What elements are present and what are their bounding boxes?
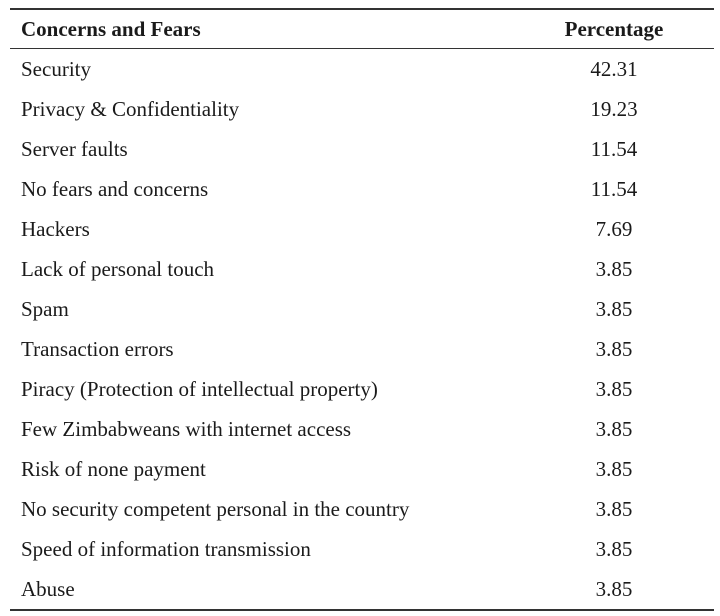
table-row: Server faults 11.54 <box>10 129 714 169</box>
header-percentage: Percentage <box>564 17 664 41</box>
percentage-cell: 3.85 <box>595 457 633 481</box>
percentage-cell: 3.85 <box>595 297 633 321</box>
concern-cell: Spam <box>21 297 69 321</box>
percentage-cell: 19.23 <box>590 97 638 121</box>
percentage-cell: 11.54 <box>590 137 638 161</box>
table-body: Security 42.31 Privacy & Confidentiality… <box>10 49 714 610</box>
table-row: Speed of information transmission 3.85 <box>10 529 714 569</box>
table-row: Spam 3.85 <box>10 289 714 329</box>
table-row: Piracy (Protection of intellectual prope… <box>10 369 714 409</box>
table-row: Privacy & Confidentiality 19.23 <box>10 89 714 129</box>
concern-cell: Server faults <box>21 137 128 161</box>
header-row: Concerns and Fears Percentage <box>10 9 714 49</box>
percentage-cell: 7.69 <box>595 217 633 241</box>
concern-cell: Transaction errors <box>21 337 174 361</box>
concern-cell: Speed of information transmission <box>21 537 311 561</box>
concern-cell: Few Zimbabweans with internet access <box>21 417 352 441</box>
concern-cell: No security competent personal in the co… <box>21 497 410 521</box>
concern-cell: Piracy (Protection of intellectual prope… <box>21 377 378 401</box>
table-row: No fears and concerns 11.54 <box>10 169 714 209</box>
table-row: Lack of personal touch 3.85 <box>10 249 714 289</box>
concern-cell: Security <box>21 57 91 81</box>
table-row: Hackers 7.69 <box>10 209 714 249</box>
percentage-cell: 3.85 <box>595 577 633 601</box>
percentage-cell: 3.85 <box>595 337 633 361</box>
concern-cell: No fears and concerns <box>21 177 209 201</box>
table-row: Transaction errors 3.85 <box>10 329 714 369</box>
table-header: Concerns and Fears Percentage <box>10 9 714 49</box>
concern-cell: Risk of none payment <box>21 457 206 481</box>
table-row: Security 42.31 <box>10 49 714 90</box>
percentage-cell: 3.85 <box>595 497 633 521</box>
percentage-cell: 11.54 <box>590 177 638 201</box>
concern-cell: Privacy & Confidentiality <box>21 97 240 121</box>
percentage-cell: 3.85 <box>595 537 633 561</box>
table-row: Abuse 3.85 <box>10 569 714 610</box>
percentage-cell: 3.85 <box>595 257 633 281</box>
concerns-table: Concerns and Fears Percentage Security 4… <box>10 8 714 611</box>
concerns-table-container: Concerns and Fears Percentage Security 4… <box>10 8 714 611</box>
table-row: No security competent personal in the co… <box>10 489 714 529</box>
header-concerns: Concerns and Fears <box>21 17 201 41</box>
percentage-cell: 42.31 <box>590 57 638 81</box>
percentage-cell: 3.85 <box>595 417 633 441</box>
concern-cell: Abuse <box>21 577 75 601</box>
percentage-cell: 3.85 <box>595 377 633 401</box>
concern-cell: Hackers <box>21 217 90 241</box>
table-row: Few Zimbabweans with internet access 3.8… <box>10 409 714 449</box>
concern-cell: Lack of personal touch <box>21 257 215 281</box>
table-row: Risk of none payment 3.85 <box>10 449 714 489</box>
